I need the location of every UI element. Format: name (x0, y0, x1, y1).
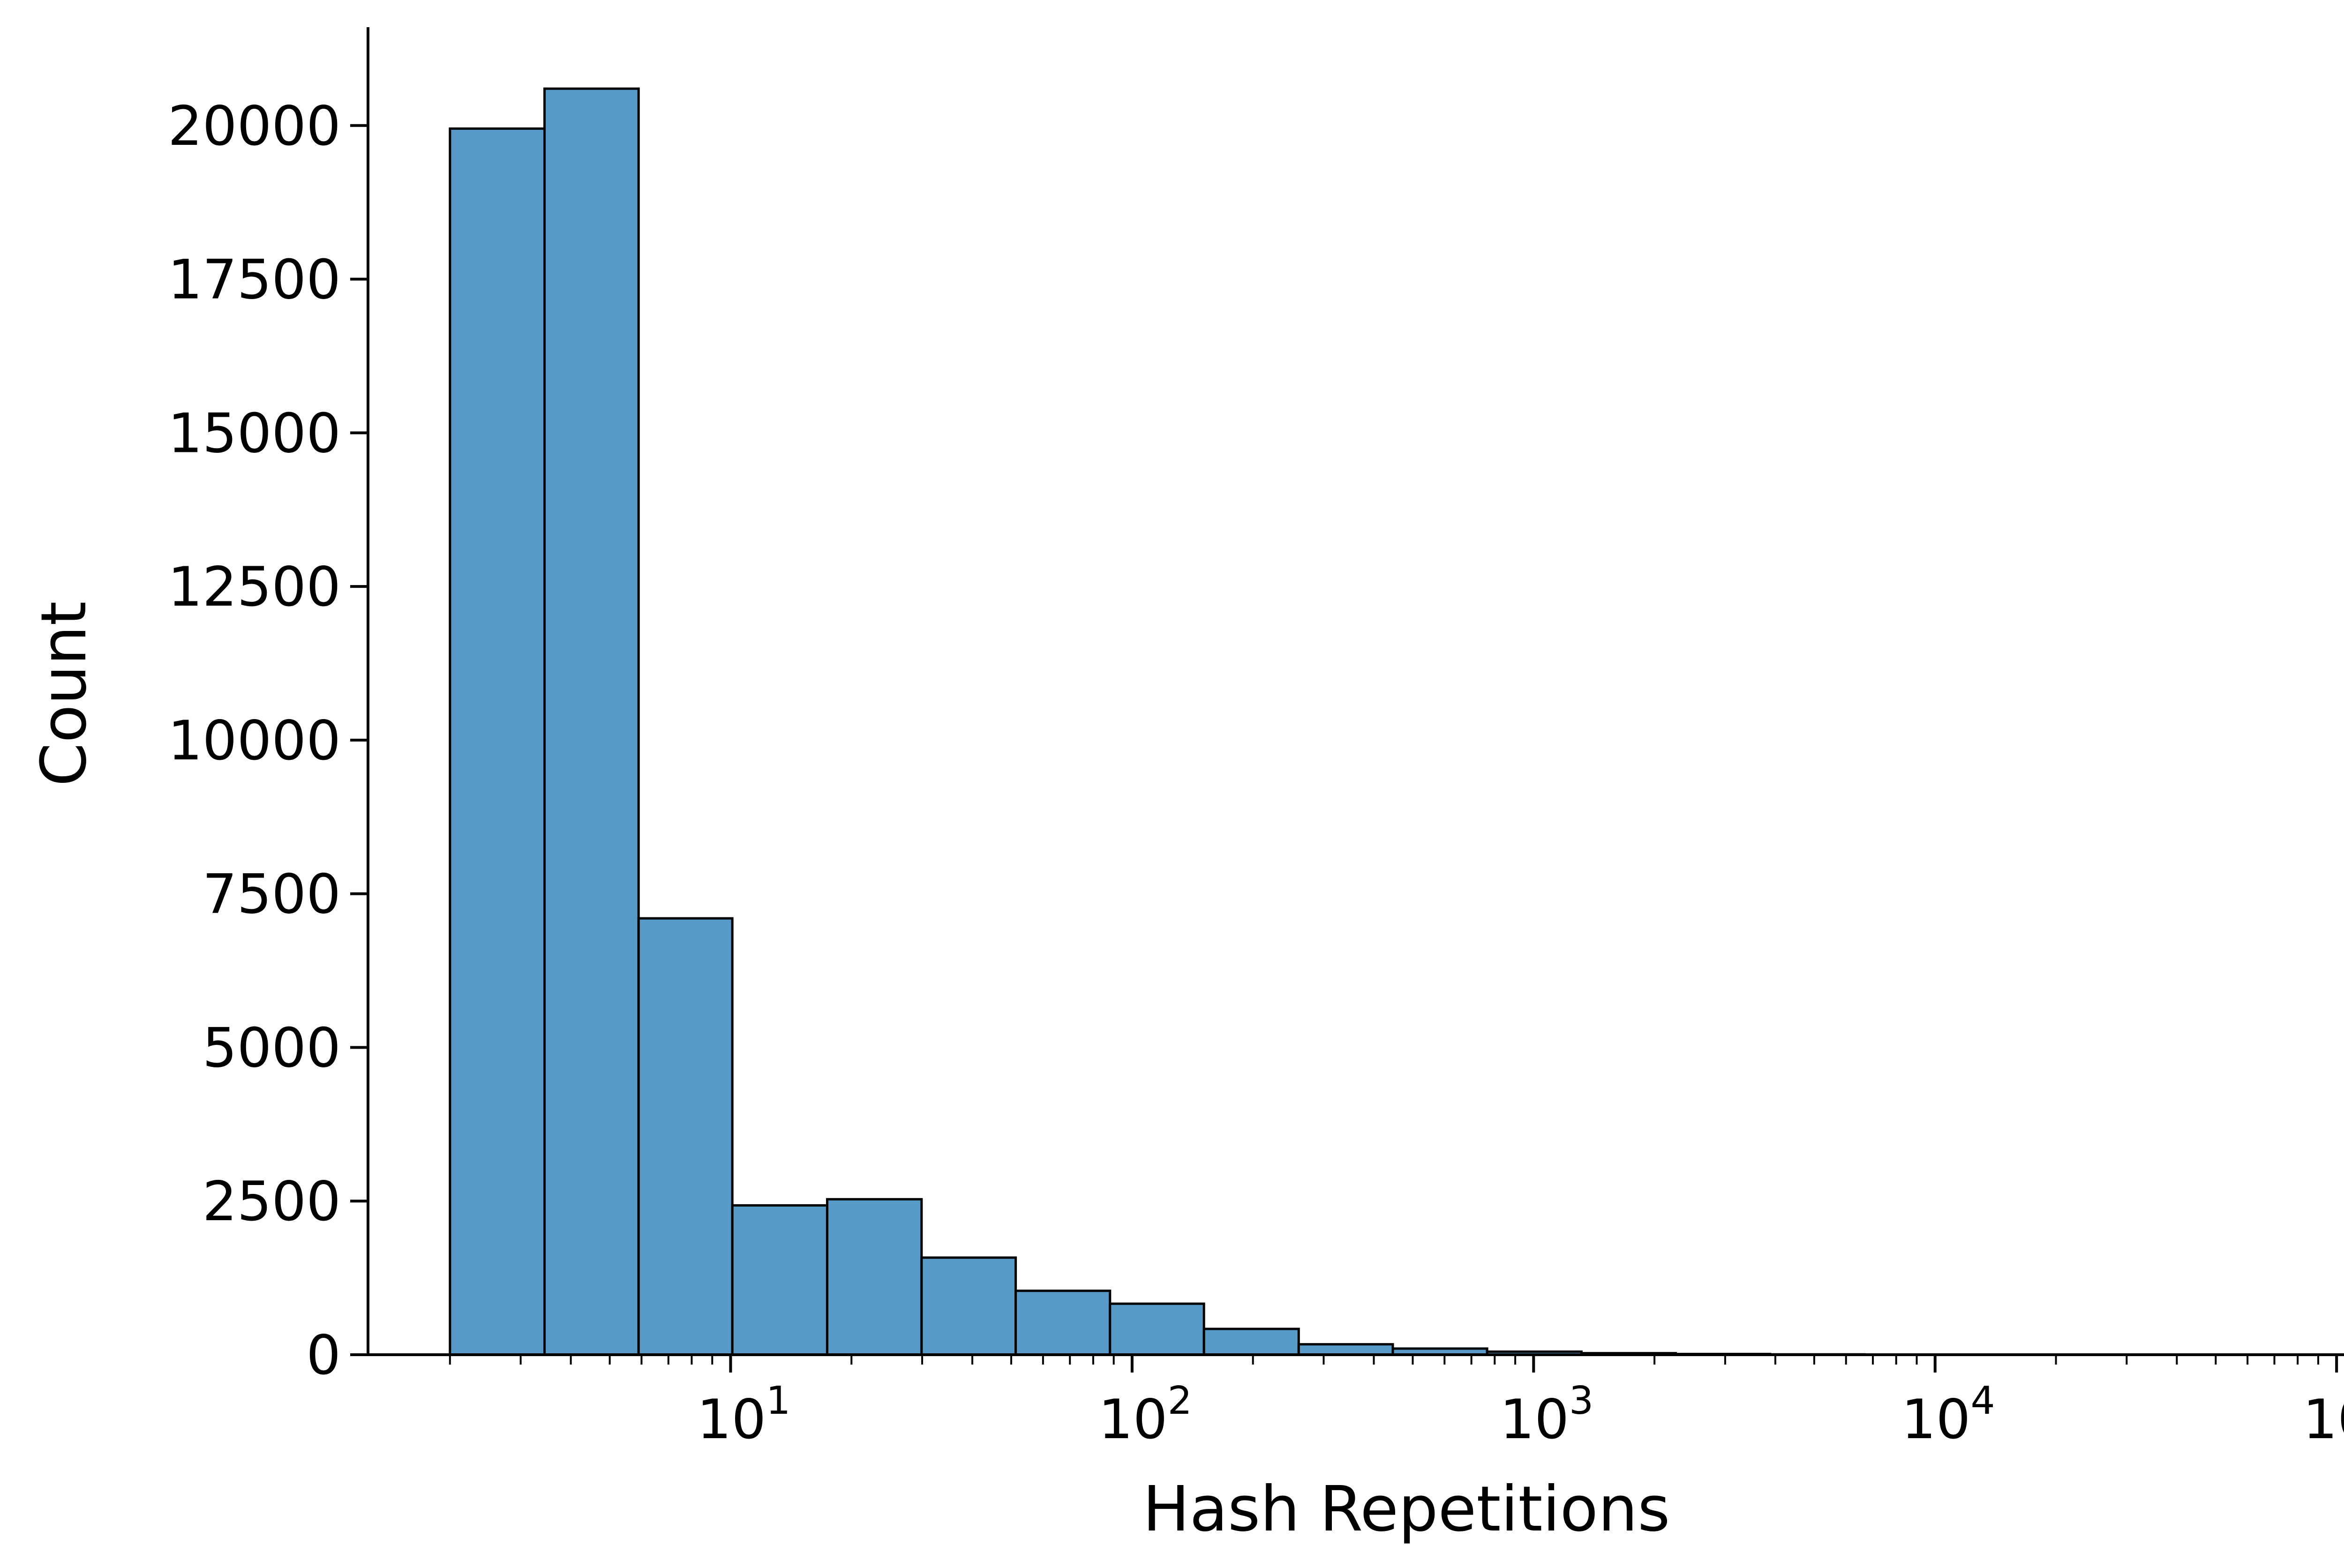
y-tick-label-7: 17500 (168, 248, 341, 312)
y-tick-label-8: 20000 (168, 95, 341, 158)
x-tick-label-0: 101 (697, 1379, 791, 1451)
histogram-bar-1 (543, 87, 640, 1356)
histogram-bar-0 (449, 127, 546, 1356)
x-tick-label-3: 104 (1901, 1379, 1995, 1451)
y-axis-ticks: 0 2500 5000 7500 10000 12500 15000 17500 20000 (168, 95, 368, 1387)
x-tick-label-1: 102 (1098, 1379, 1192, 1451)
histogram-bar-7 (1109, 1302, 1205, 1356)
x-axis-label: Hash Repetitions (1142, 1473, 1670, 1545)
y-tick-label-1: 2500 (203, 1170, 341, 1233)
histogram-bar-6 (1014, 1290, 1112, 1356)
y-tick-label-5: 12500 (168, 555, 341, 619)
y-tick-label-4: 10000 (168, 709, 341, 773)
histogram-bar-5 (920, 1256, 1017, 1356)
x-axis-ticks: 101 102 103 104 105 (697, 1355, 2344, 1451)
histogram-bar-3 (731, 1204, 828, 1356)
y-tick-label-3: 7500 (203, 863, 341, 926)
histogram-bar-8 (1202, 1328, 1300, 1356)
histogram-bars (449, 87, 2337, 1356)
x-tick-label-2: 103 (1500, 1379, 1593, 1451)
histogram-bar-4 (826, 1198, 923, 1356)
histogram-bar-2 (637, 917, 734, 1356)
y-tick-label-2: 5000 (203, 1016, 341, 1080)
histogram-bar-9 (1297, 1343, 1394, 1356)
x-tick-label-4: 105 (2303, 1379, 2344, 1451)
y-tick-label-6: 15000 (168, 402, 341, 465)
x-minor-ticks (449, 1355, 2320, 1365)
y-tick-label-0: 0 (306, 1324, 341, 1387)
y-axis-label: Count (28, 601, 100, 787)
